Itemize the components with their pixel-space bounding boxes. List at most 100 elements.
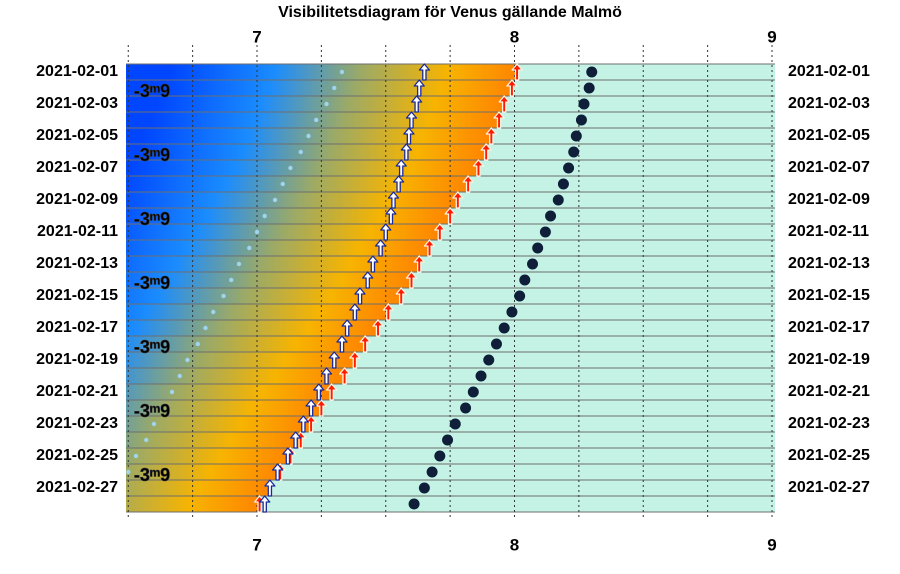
row-label: 2021-02-03 (788, 95, 870, 112)
twilight-band (126, 480, 270, 496)
dot-marker (506, 306, 518, 318)
day-band (486, 144, 775, 160)
dot-marker (467, 386, 479, 398)
arrow-marker (472, 159, 485, 177)
row-label: 2021-02-13 (788, 255, 870, 272)
small-dot-marker (211, 309, 216, 315)
small-dot-marker (229, 277, 234, 283)
magnitude-label: -3ᵐ9 (134, 465, 170, 485)
twilight-band (126, 320, 379, 336)
day-band (365, 336, 775, 352)
dot-marker (527, 258, 539, 270)
arrow-marker (320, 367, 333, 385)
day-band (457, 192, 775, 208)
twilight-band (126, 112, 500, 128)
day-band (499, 112, 775, 128)
arrow-marker (326, 383, 338, 401)
arrow-marker (315, 399, 328, 417)
day-band (269, 480, 775, 496)
arrow-marker (264, 479, 276, 497)
dot-marker (583, 82, 595, 94)
magnitude-label: -3ᵐ9 (134, 337, 170, 357)
small-dot-marker (272, 197, 278, 203)
x-tick-label: 9 (767, 27, 776, 46)
row-label: 2021-02-11 (788, 223, 869, 240)
small-dot-marker (288, 165, 293, 171)
arrow-marker (452, 191, 464, 209)
small-dot-marker (254, 229, 260, 235)
arrow-marker (374, 239, 387, 257)
day-band (331, 384, 775, 400)
magnitude-label: -3ᵐ9 (134, 401, 170, 421)
arrow-marker (338, 367, 351, 385)
small-dot-marker (280, 181, 285, 187)
twilight-band (126, 144, 487, 160)
dot-marker (460, 402, 472, 414)
arrow-marker (444, 207, 456, 225)
day-band (354, 352, 775, 368)
chart-title: Visibilitetsdiagram för Venus gällande M… (278, 4, 622, 21)
row-label: 2021-02-27 (36, 479, 118, 496)
twilight-band (126, 224, 440, 240)
dot-marker (532, 242, 544, 254)
arrow-marker (493, 111, 505, 129)
arrow-marker (372, 319, 384, 337)
day-band (450, 208, 775, 224)
day-band (311, 416, 775, 432)
row-label: 2021-02-07 (36, 159, 118, 176)
small-dot-marker (314, 117, 319, 123)
magnitude-label: -3ᵐ9 (134, 145, 170, 165)
dot-marker (475, 370, 487, 382)
arrow-marker (289, 431, 302, 449)
arrow-marker (395, 287, 407, 305)
row-label: 2021-02-15 (36, 287, 118, 304)
arrow-marker (305, 399, 317, 417)
small-dot-marker (159, 405, 164, 411)
small-dot-marker (262, 213, 267, 219)
row-label: 2021-02-27 (788, 479, 870, 496)
magnitude-label: -3ᵐ9 (134, 209, 170, 229)
twilight-band (126, 448, 291, 464)
arrow-marker (336, 335, 348, 353)
row-label: 2021-02-19 (788, 351, 870, 368)
twilight-band (126, 256, 420, 272)
arrow-marker (328, 351, 340, 369)
day-band (429, 240, 775, 256)
row-label: 2021-02-25 (788, 447, 870, 464)
twilight-band (126, 416, 312, 432)
arrow-marker (395, 159, 407, 177)
dot-marker (442, 434, 454, 446)
dot-marker (514, 290, 526, 302)
arrow-marker (259, 495, 271, 513)
dot-marker (483, 354, 495, 366)
day-band (419, 256, 775, 272)
day-band (300, 432, 775, 448)
magnitude-label: -3ᵐ9 (134, 273, 170, 293)
small-dot-marker (151, 421, 157, 427)
small-dot-marker (339, 69, 345, 75)
day-band (468, 176, 775, 192)
twilight-band (126, 176, 469, 192)
small-dot-marker (126, 469, 131, 475)
arrow-marker (282, 447, 294, 465)
twilight-band (126, 160, 479, 176)
small-dot-marker (203, 325, 208, 331)
x-tick-label: 8 (510, 27, 519, 46)
small-dot-marker (221, 293, 226, 299)
small-dot-marker (247, 245, 252, 251)
twilight-band (126, 496, 260, 512)
row-label: 2021-02-21 (788, 383, 870, 400)
row-label: 2021-02-09 (36, 191, 118, 208)
arrow-marker (434, 223, 446, 241)
dot-marker (408, 498, 420, 510)
day-band (478, 160, 775, 176)
dot-marker (498, 322, 510, 334)
twilight-band (126, 96, 505, 112)
arrow-marker (359, 335, 371, 353)
dot-marker (418, 482, 430, 494)
arrow-marker (271, 463, 284, 481)
day-band (290, 448, 775, 464)
dot-marker (434, 450, 446, 462)
small-dot-marker (195, 341, 200, 347)
twilight-band (126, 352, 355, 368)
